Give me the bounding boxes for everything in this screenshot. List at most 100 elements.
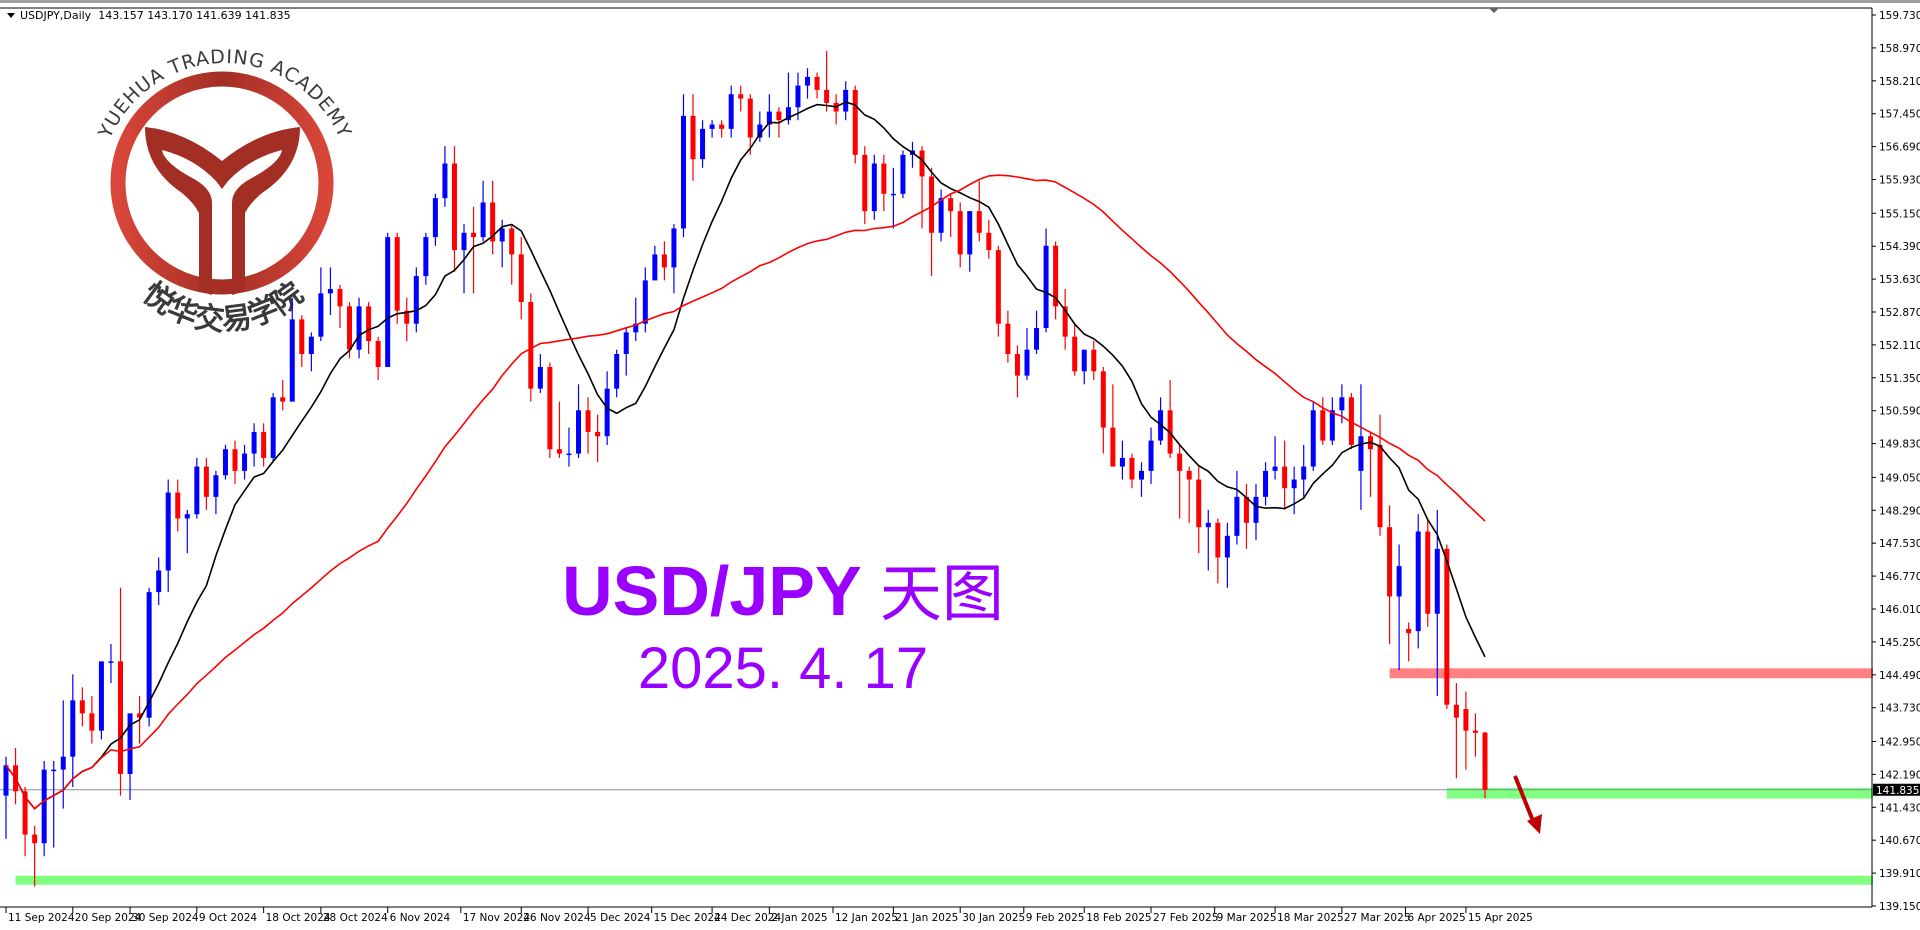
candle-body <box>528 302 534 389</box>
price-tick-label: 155.150 <box>1879 208 1920 220</box>
candle <box>1444 544 1450 710</box>
candle-body <box>146 592 152 718</box>
candle <box>747 94 753 155</box>
candle-body <box>118 661 124 774</box>
candle-body <box>518 254 524 303</box>
time-tick-label: 27 Feb 2025 <box>1153 912 1218 924</box>
candle <box>1377 414 1383 536</box>
candle-body <box>1053 245 1059 307</box>
candle-body <box>1119 457 1125 467</box>
candle <box>518 237 524 320</box>
candle-body <box>1091 349 1097 372</box>
candle-body <box>1177 453 1183 471</box>
candle-body <box>843 89 849 112</box>
candle-body <box>671 228 677 268</box>
candle-body <box>32 834 38 844</box>
candle <box>89 696 95 744</box>
candle-body <box>413 276 419 324</box>
price-tick-label: 156.690 <box>1879 142 1920 154</box>
candle-body <box>547 366 553 450</box>
candle <box>327 267 333 316</box>
candle <box>1053 241 1059 320</box>
candle <box>1406 622 1412 662</box>
candle-body <box>499 228 505 242</box>
time-tick-label: 5 Dec 2024 <box>590 912 651 924</box>
candle-body <box>203 466 209 497</box>
candle-body <box>948 198 954 212</box>
candle-body <box>327 289 333 294</box>
candle <box>1358 384 1364 510</box>
candle <box>1320 397 1326 445</box>
candle-body <box>785 107 791 121</box>
candle <box>843 81 849 121</box>
candle-body <box>251 431 257 454</box>
candle <box>948 193 954 238</box>
candle <box>261 423 267 467</box>
candle-body <box>814 76 820 90</box>
chart-shift-marker-icon[interactable] <box>1489 8 1499 13</box>
candle <box>22 786 28 857</box>
candle <box>1348 392 1354 450</box>
candle-body <box>680 115 686 229</box>
candle-body <box>995 250 1001 324</box>
annotation-title: USD/JPY 天图 <box>0 543 1566 633</box>
candle-body <box>1272 466 1278 471</box>
price-tick-label: 148.290 <box>1879 505 1920 517</box>
candle <box>394 232 400 324</box>
candle-body <box>576 410 582 454</box>
down-arrow-annotation <box>1513 775 1542 834</box>
price-tick-label: 140.670 <box>1879 835 1920 847</box>
dropdown-triangle-icon[interactable] <box>7 13 15 18</box>
candle-body <box>1387 527 1393 597</box>
candle-body <box>652 254 658 281</box>
candle-body <box>976 211 982 233</box>
candle <box>814 72 820 99</box>
candle <box>576 384 582 458</box>
candle-body <box>1282 466 1288 489</box>
candle-body <box>1482 732 1488 790</box>
candle <box>251 423 257 467</box>
candle-body <box>347 306 353 350</box>
price-tick-label: 159.730 <box>1879 10 1920 22</box>
time-tick-label: 17 Nov 2024 <box>463 912 531 924</box>
candle-body <box>585 410 591 432</box>
candle <box>375 336 381 380</box>
candle-body <box>261 431 267 458</box>
candle <box>289 297 295 402</box>
candle-body <box>375 341 381 367</box>
candle <box>242 444 248 480</box>
candle <box>1167 379 1173 458</box>
time-tick-label: 18 Oct 2024 <box>266 912 331 924</box>
candle <box>1100 366 1106 454</box>
candle <box>1291 466 1297 515</box>
candle-body <box>1129 457 1135 480</box>
candle-body <box>1186 470 1192 480</box>
candle <box>51 760 57 848</box>
candle <box>404 297 410 342</box>
candle <box>490 180 496 255</box>
candle-body <box>757 124 763 138</box>
arrow-head <box>1527 814 1542 834</box>
candle-body <box>70 700 76 757</box>
candle-body <box>156 570 162 593</box>
candle <box>585 397 591 454</box>
candle <box>995 245 1001 337</box>
candle-body <box>623 332 629 354</box>
candle <box>1482 731 1488 799</box>
candle-body <box>881 163 887 194</box>
candle-body <box>633 323 639 333</box>
candle <box>595 414 601 463</box>
candle <box>652 245 658 281</box>
price-tick-label: 143.730 <box>1879 703 1920 715</box>
price-chart[interactable]: YUEHUA TRADING ACADEMY 悦华交易学院 159.730 158… <box>0 3 1920 930</box>
candle-body <box>1434 548 1440 614</box>
candle <box>795 72 801 121</box>
candle-body <box>1253 496 1259 523</box>
candle-body <box>385 237 391 367</box>
candle <box>1387 505 1393 645</box>
support-zone <box>1446 787 1873 799</box>
candle <box>1148 427 1154 484</box>
candle <box>671 224 677 294</box>
candle <box>890 167 896 229</box>
candle <box>471 206 477 294</box>
